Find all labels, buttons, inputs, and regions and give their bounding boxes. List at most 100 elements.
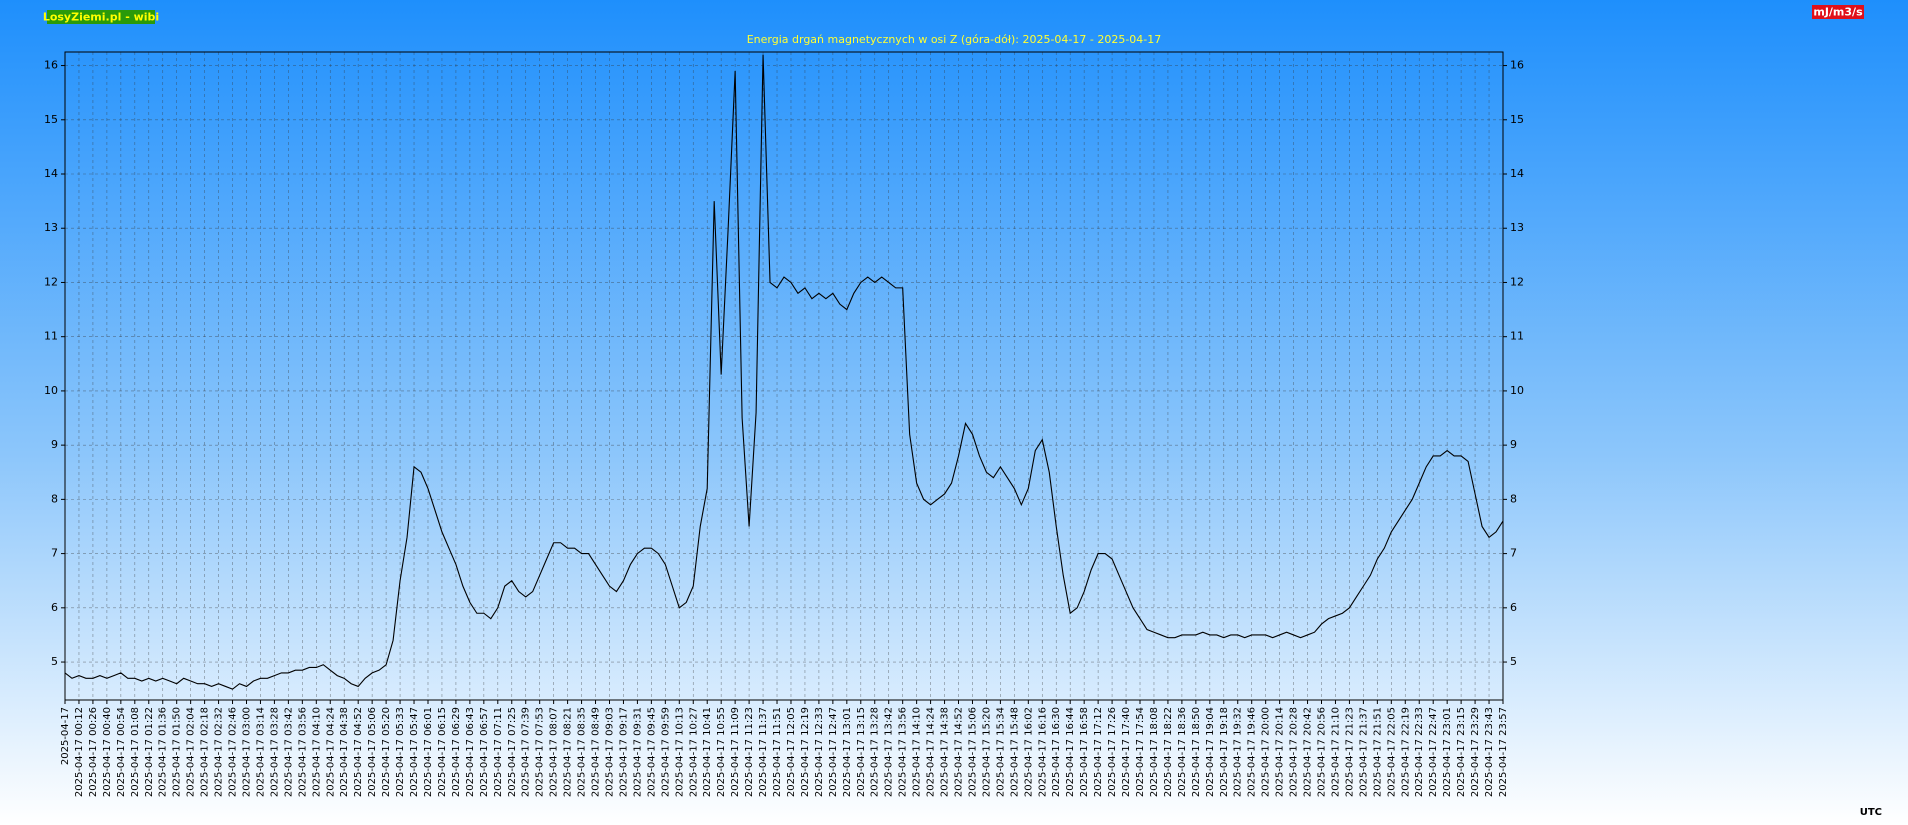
x-tick-label: 2025-04-17 14:24 xyxy=(926,707,937,797)
y-tick-label: 15 xyxy=(44,113,58,126)
x-tick-label: 2025-04-17 02:04 xyxy=(186,707,197,797)
x-tick-label: 2025-04-17 11:09 xyxy=(730,707,741,797)
x-tick-label: 2025-04-17 19:46 xyxy=(1247,707,1258,797)
x-tick-label: 2025-04-17 22:19 xyxy=(1400,707,1411,797)
x-tick-label: 2025-04-17 09:17 xyxy=(618,707,629,797)
x-tick-label: 2025-04-17 01:36 xyxy=(158,707,169,797)
x-tick-label: 2025-04-17 07:53 xyxy=(535,707,546,797)
y-tick-label: 13 xyxy=(44,221,58,234)
x-tick-label: 2025-04-17 21:51 xyxy=(1372,707,1383,797)
x-tick-label: 2025-04-17 19:04 xyxy=(1205,707,1216,797)
x-tick-label: 2025-04-17 23:01 xyxy=(1442,707,1453,797)
y-tick-label: 14 xyxy=(1510,167,1524,180)
x-tick-label: 2025-04-17 10:41 xyxy=(702,707,713,797)
x-tick-label: 2025-04-17 08:07 xyxy=(549,707,560,797)
x-tick-label: 2025-04-17 13:42 xyxy=(884,707,895,797)
plot-frame xyxy=(64,51,1504,701)
x-tick-label: 2025-04-17 xyxy=(60,707,71,765)
x-tick-label: 2025-04-17 00:12 xyxy=(74,707,85,797)
x-tick-label: 2025-04-17 23:57 xyxy=(1498,707,1509,797)
y-tick-label: 8 xyxy=(51,492,58,505)
x-tick-label: 2025-04-17 05:33 xyxy=(395,707,406,797)
x-tick-label: 2025-04-17 11:23 xyxy=(744,707,755,797)
x-tick-label: 2025-04-17 17:26 xyxy=(1107,707,1118,797)
x-tick-label: 2025-04-17 06:29 xyxy=(451,707,462,797)
x-tick-label: 2025-04-17 13:56 xyxy=(898,707,909,797)
x-tick-label: 2025-04-17 13:15 xyxy=(856,707,867,797)
x-tick-label: 2025-04-17 08:49 xyxy=(591,707,602,797)
x-tick-label: 2025-04-17 15:06 xyxy=(967,707,978,797)
badge: LosyZiemi.pl - wibi xyxy=(43,11,159,24)
x-tick-label: 2025-04-17 04:52 xyxy=(353,707,364,797)
x-tick-label: 2025-04-17 14:38 xyxy=(940,707,951,797)
x-tick-label: 2025-04-17 21:37 xyxy=(1358,707,1369,797)
x-tick-label: 2025-04-17 04:10 xyxy=(311,707,322,797)
x-tick-label: 2025-04-17 21:23 xyxy=(1344,707,1355,797)
timezone: UTC xyxy=(1860,807,1882,818)
x-tick-label: 2025-04-17 18:08 xyxy=(1149,707,1160,797)
y-tick-label: 7 xyxy=(1510,547,1517,560)
y-tick-label: 12 xyxy=(44,275,58,288)
x-tick-label: 2025-04-17 16:30 xyxy=(1051,707,1062,797)
y-tick-label: 13 xyxy=(1510,221,1524,234)
x-tick-label: 2025-04-17 02:32 xyxy=(214,707,225,797)
x-tick-label: 2025-04-17 18:50 xyxy=(1191,707,1202,797)
x-tick-label: 2025-04-17 18:22 xyxy=(1163,707,1174,797)
x-tick-label: 2025-04-17 00:54 xyxy=(116,707,127,797)
x-tick-label: 2025-04-17 08:35 xyxy=(577,707,588,797)
y-tick-label: 11 xyxy=(1510,330,1524,343)
y-tick-label: 7 xyxy=(51,547,58,560)
x-tick-label: 2025-04-17 13:28 xyxy=(870,707,881,797)
x-tick-label: 2025-04-17 20:00 xyxy=(1261,707,1272,797)
y-tick-label: 9 xyxy=(51,438,58,451)
x-tick-label: 2025-04-17 00:40 xyxy=(102,707,113,797)
x-tick-label: 2025-04-17 22:05 xyxy=(1386,707,1397,797)
x-tick-label: 2025-04-17 11:37 xyxy=(758,707,769,797)
y-tick-label: 16 xyxy=(44,59,58,72)
x-tick-label: 2025-04-17 10:13 xyxy=(674,707,685,797)
x-tick-label: 2025-04-17 10:55 xyxy=(716,707,727,797)
x-tick-label: 2025-04-17 16:16 xyxy=(1037,707,1048,797)
plot: 5 5 6 6 7 7 8 8 9 9 10 10 11 11 12 12 13 13 14 14 15 15 16 16 20… xyxy=(44,51,1524,797)
unit: mJ/m3/s xyxy=(1813,6,1863,19)
x-tick-label: 2025-04-17 07:11 xyxy=(493,707,504,797)
badge-box xyxy=(47,10,155,24)
unit-box xyxy=(1812,5,1864,19)
y-tick-label: 10 xyxy=(44,384,58,397)
x-tick-label: 2025-04-17 08:21 xyxy=(563,707,574,797)
x-tick-label: 2025-04-17 20:28 xyxy=(1289,707,1300,797)
x-tick-label: 2025-04-17 05:20 xyxy=(381,707,392,797)
x-tick-label: 2025-04-17 20:56 xyxy=(1317,707,1328,797)
x-tick-label: 2025-04-17 18:36 xyxy=(1177,707,1188,797)
x-tick-label: 2025-04-17 12:19 xyxy=(800,707,811,797)
data-line xyxy=(64,54,1504,690)
x-tick-label: 2025-04-17 07:39 xyxy=(521,707,532,797)
x-tick-label: 2025-04-17 17:40 xyxy=(1121,707,1132,797)
y-tick-label: 5 xyxy=(1510,655,1517,668)
x-tick-label: 2025-04-17 10:27 xyxy=(688,707,699,797)
x-tick-label: 2025-04-17 19:18 xyxy=(1219,707,1230,797)
x-tick-label: 2025-04-17 17:54 xyxy=(1135,707,1146,797)
x-tick-label: 2025-04-17 15:48 xyxy=(1009,707,1020,797)
y-tick-label: 10 xyxy=(1510,384,1524,397)
y-tick-label: 6 xyxy=(51,601,58,614)
x-tick-label: 2025-04-17 20:14 xyxy=(1275,707,1286,797)
x-tick-label: 2025-04-17 17:12 xyxy=(1093,707,1104,797)
x-tick-label: 2025-04-17 06:57 xyxy=(479,707,490,797)
x-tick-label: 2025-04-17 09:31 xyxy=(632,707,643,797)
y-tick-label: 5 xyxy=(51,655,58,668)
x-tick-label: 2025-04-17 03:14 xyxy=(255,707,266,797)
x-tick-label: 2025-04-17 06:15 xyxy=(437,707,448,797)
chart-title: Energia drgań magnetycznych w osi Z (gór… xyxy=(747,33,1162,46)
x-tick-label: 2025-04-17 16:58 xyxy=(1079,707,1090,797)
x-tick-label: 2025-04-17 03:42 xyxy=(283,707,294,797)
x-tick-label: 2025-04-17 12:05 xyxy=(786,707,797,797)
y-tick-label: 16 xyxy=(1510,59,1524,72)
x-tick-label: 2025-04-17 04:24 xyxy=(325,707,336,797)
x-tick-label: 2025-04-17 14:52 xyxy=(954,707,965,797)
x-tick-label: 2025-04-17 01:50 xyxy=(172,707,183,797)
x-tick-label: 2025-04-17 23:15 xyxy=(1456,707,1467,797)
